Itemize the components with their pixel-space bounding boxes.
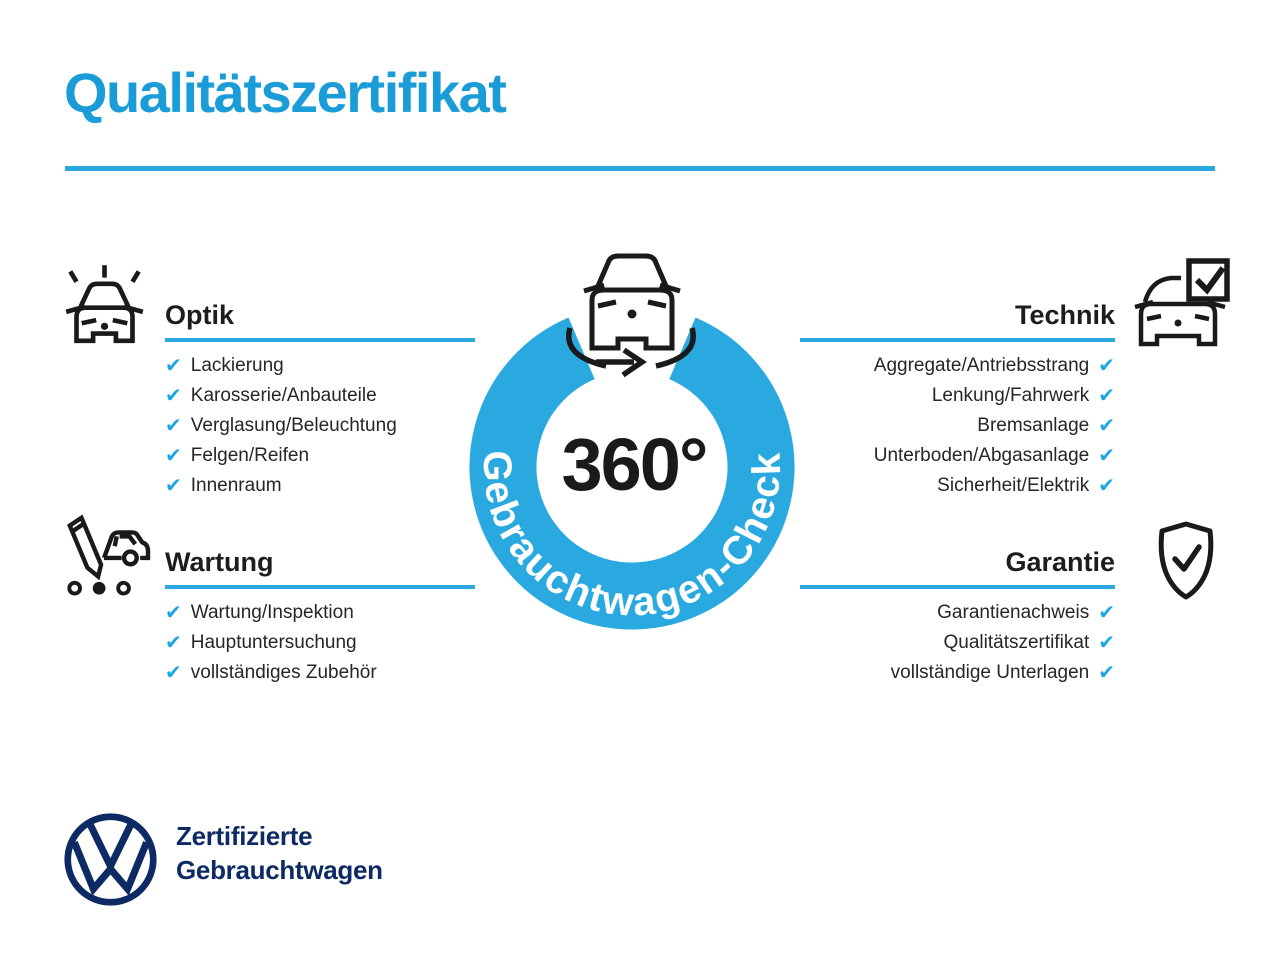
rotating-car-icon	[566, 253, 696, 378]
check-icon: ✔	[165, 659, 182, 684]
checklist-item-label: Karosserie/Anbauteile	[190, 384, 377, 406]
checklist-item: ✔ Wartung/Inspektion	[165, 602, 475, 623]
title-divider	[65, 166, 1215, 171]
section-garantie: Garantie ✔ Garantienachweis ✔ Qualitätsz…	[800, 546, 1115, 683]
car-shine-icon	[65, 265, 144, 344]
pencil-car-icon	[67, 514, 151, 596]
checklist-item-label: Lackierung	[190, 354, 284, 376]
checklist-item: ✔ Aggregate/Antriebsstrang	[874, 355, 1115, 376]
check-icon: ✔	[1098, 442, 1115, 467]
check-icon: ✔	[165, 442, 182, 467]
check-icon: ✔	[1098, 599, 1115, 624]
checklist-item: ✔ Qualitätszertifikat	[944, 632, 1116, 653]
checklist-item-label: Felgen/Reifen	[190, 444, 310, 466]
checklist-item: ✔ Hauptuntersuchung	[165, 632, 475, 653]
checklist-item-label: vollständiges Zubehör	[190, 661, 377, 683]
check-icon: ✔	[1098, 629, 1115, 654]
badge-ring	[469, 317, 795, 630]
section-underline	[800, 338, 1115, 343]
checklist-item-label: Qualitätszertifikat	[943, 631, 1090, 653]
car-checkbox-icon	[1134, 258, 1230, 347]
section-underline	[165, 338, 475, 343]
check-icon: ✔	[1098, 412, 1115, 437]
checklist-item-label: Hauptuntersuchung	[190, 631, 357, 653]
section-title-optik: Optik	[165, 300, 235, 330]
checklist-item-label: vollständige Unterlagen	[890, 661, 1090, 683]
shield-check-icon	[1158, 521, 1214, 600]
checklist-item: ✔ Innenraum	[165, 475, 475, 496]
page-title: Qualitätszertifikat	[64, 61, 507, 124]
check-icon: ✔	[165, 412, 182, 437]
section-title-garantie: Garantie	[1005, 547, 1115, 577]
checklist-item: ✔ Garantienachweis	[937, 602, 1115, 623]
check-icon: ✔	[1098, 659, 1115, 684]
checklist-item-label: Aggregate/Antriebsstrang	[873, 354, 1090, 376]
section-optik: Optik ✔ Lackierung ✔ Karosserie/Anbautei…	[165, 299, 475, 496]
checklist-item: ✔ vollständige Unterlagen	[891, 662, 1115, 683]
checklist-item-label: Garantienachweis	[937, 601, 1090, 623]
check-icon: ✔	[165, 599, 182, 624]
section-underline	[800, 585, 1115, 590]
vw-logo	[64, 813, 157, 906]
check-icon: ✔	[165, 352, 182, 377]
checklist-item: ✔ Sicherheit/Elektrik	[937, 475, 1115, 496]
section-title-wartung: Wartung	[165, 547, 274, 577]
checklist-item: ✔ Bremsanlage	[977, 415, 1115, 436]
checklist-item: ✔ Karosserie/Anbauteile	[165, 385, 475, 406]
checklist-item: ✔ Lackierung	[165, 355, 475, 376]
check-icon: ✔	[165, 472, 182, 497]
brand-line2: Gebrauchtwagen	[176, 854, 383, 885]
section-wartung: Wartung ✔ Wartung/Inspektion ✔ Hauptunte…	[165, 546, 475, 683]
check-icon: ✔	[165, 382, 182, 407]
checklist-item: ✔ Unterboden/Abgasanlage	[874, 445, 1115, 466]
section-title-technik: Technik	[1014, 300, 1115, 330]
optik-checklist: ✔ Lackierung ✔ Karosserie/Anbauteile ✔ V…	[165, 355, 475, 496]
section-underline	[165, 585, 475, 590]
garantie-checklist: ✔ Garantienachweis ✔ Qualitätszertifikat…	[800, 602, 1115, 683]
checklist-item-label: Lenkung/Fahrwerk	[931, 384, 1090, 406]
checklist-item-label: Verglasung/Beleuchtung	[190, 414, 397, 436]
checklist-item-label: Innenraum	[190, 474, 282, 496]
technik-checklist: ✔ Aggregate/Antriebsstrang ✔ Lenkung/Fah…	[800, 355, 1115, 496]
checklist-item-label: Unterboden/Abgasanlage	[873, 444, 1090, 466]
check-icon: ✔	[1098, 472, 1115, 497]
checklist-item: ✔ Felgen/Reifen	[165, 445, 475, 466]
check-icon: ✔	[1098, 382, 1115, 407]
check-icon: ✔	[165, 629, 182, 654]
brand-text: Zertifizierte Gebrauchtwagen	[176, 820, 383, 888]
badge-center-text: 360°	[561, 423, 706, 506]
wartung-checklist: ✔ Wartung/Inspektion ✔ Hauptuntersuchung…	[165, 602, 475, 683]
checklist-item: ✔ vollständiges Zubehör	[165, 662, 475, 683]
section-technik: Technik ✔ Aggregate/Antriebsstrang ✔ Len…	[800, 299, 1115, 496]
checklist-item: ✔ Lenkung/Fahrwerk	[932, 385, 1115, 406]
checklist-item: ✔ Verglasung/Beleuchtung	[165, 415, 475, 436]
brand-line1: Zertifizierte	[176, 821, 313, 851]
badge-360-check: Gebrauchtwagen-Check 360°	[469, 253, 795, 630]
checklist-item-label: Bremsanlage	[977, 414, 1090, 436]
checklist-item-label: Sicherheit/Elektrik	[937, 474, 1090, 496]
check-icon: ✔	[1098, 352, 1115, 377]
checklist-item-label: Wartung/Inspektion	[190, 601, 354, 623]
